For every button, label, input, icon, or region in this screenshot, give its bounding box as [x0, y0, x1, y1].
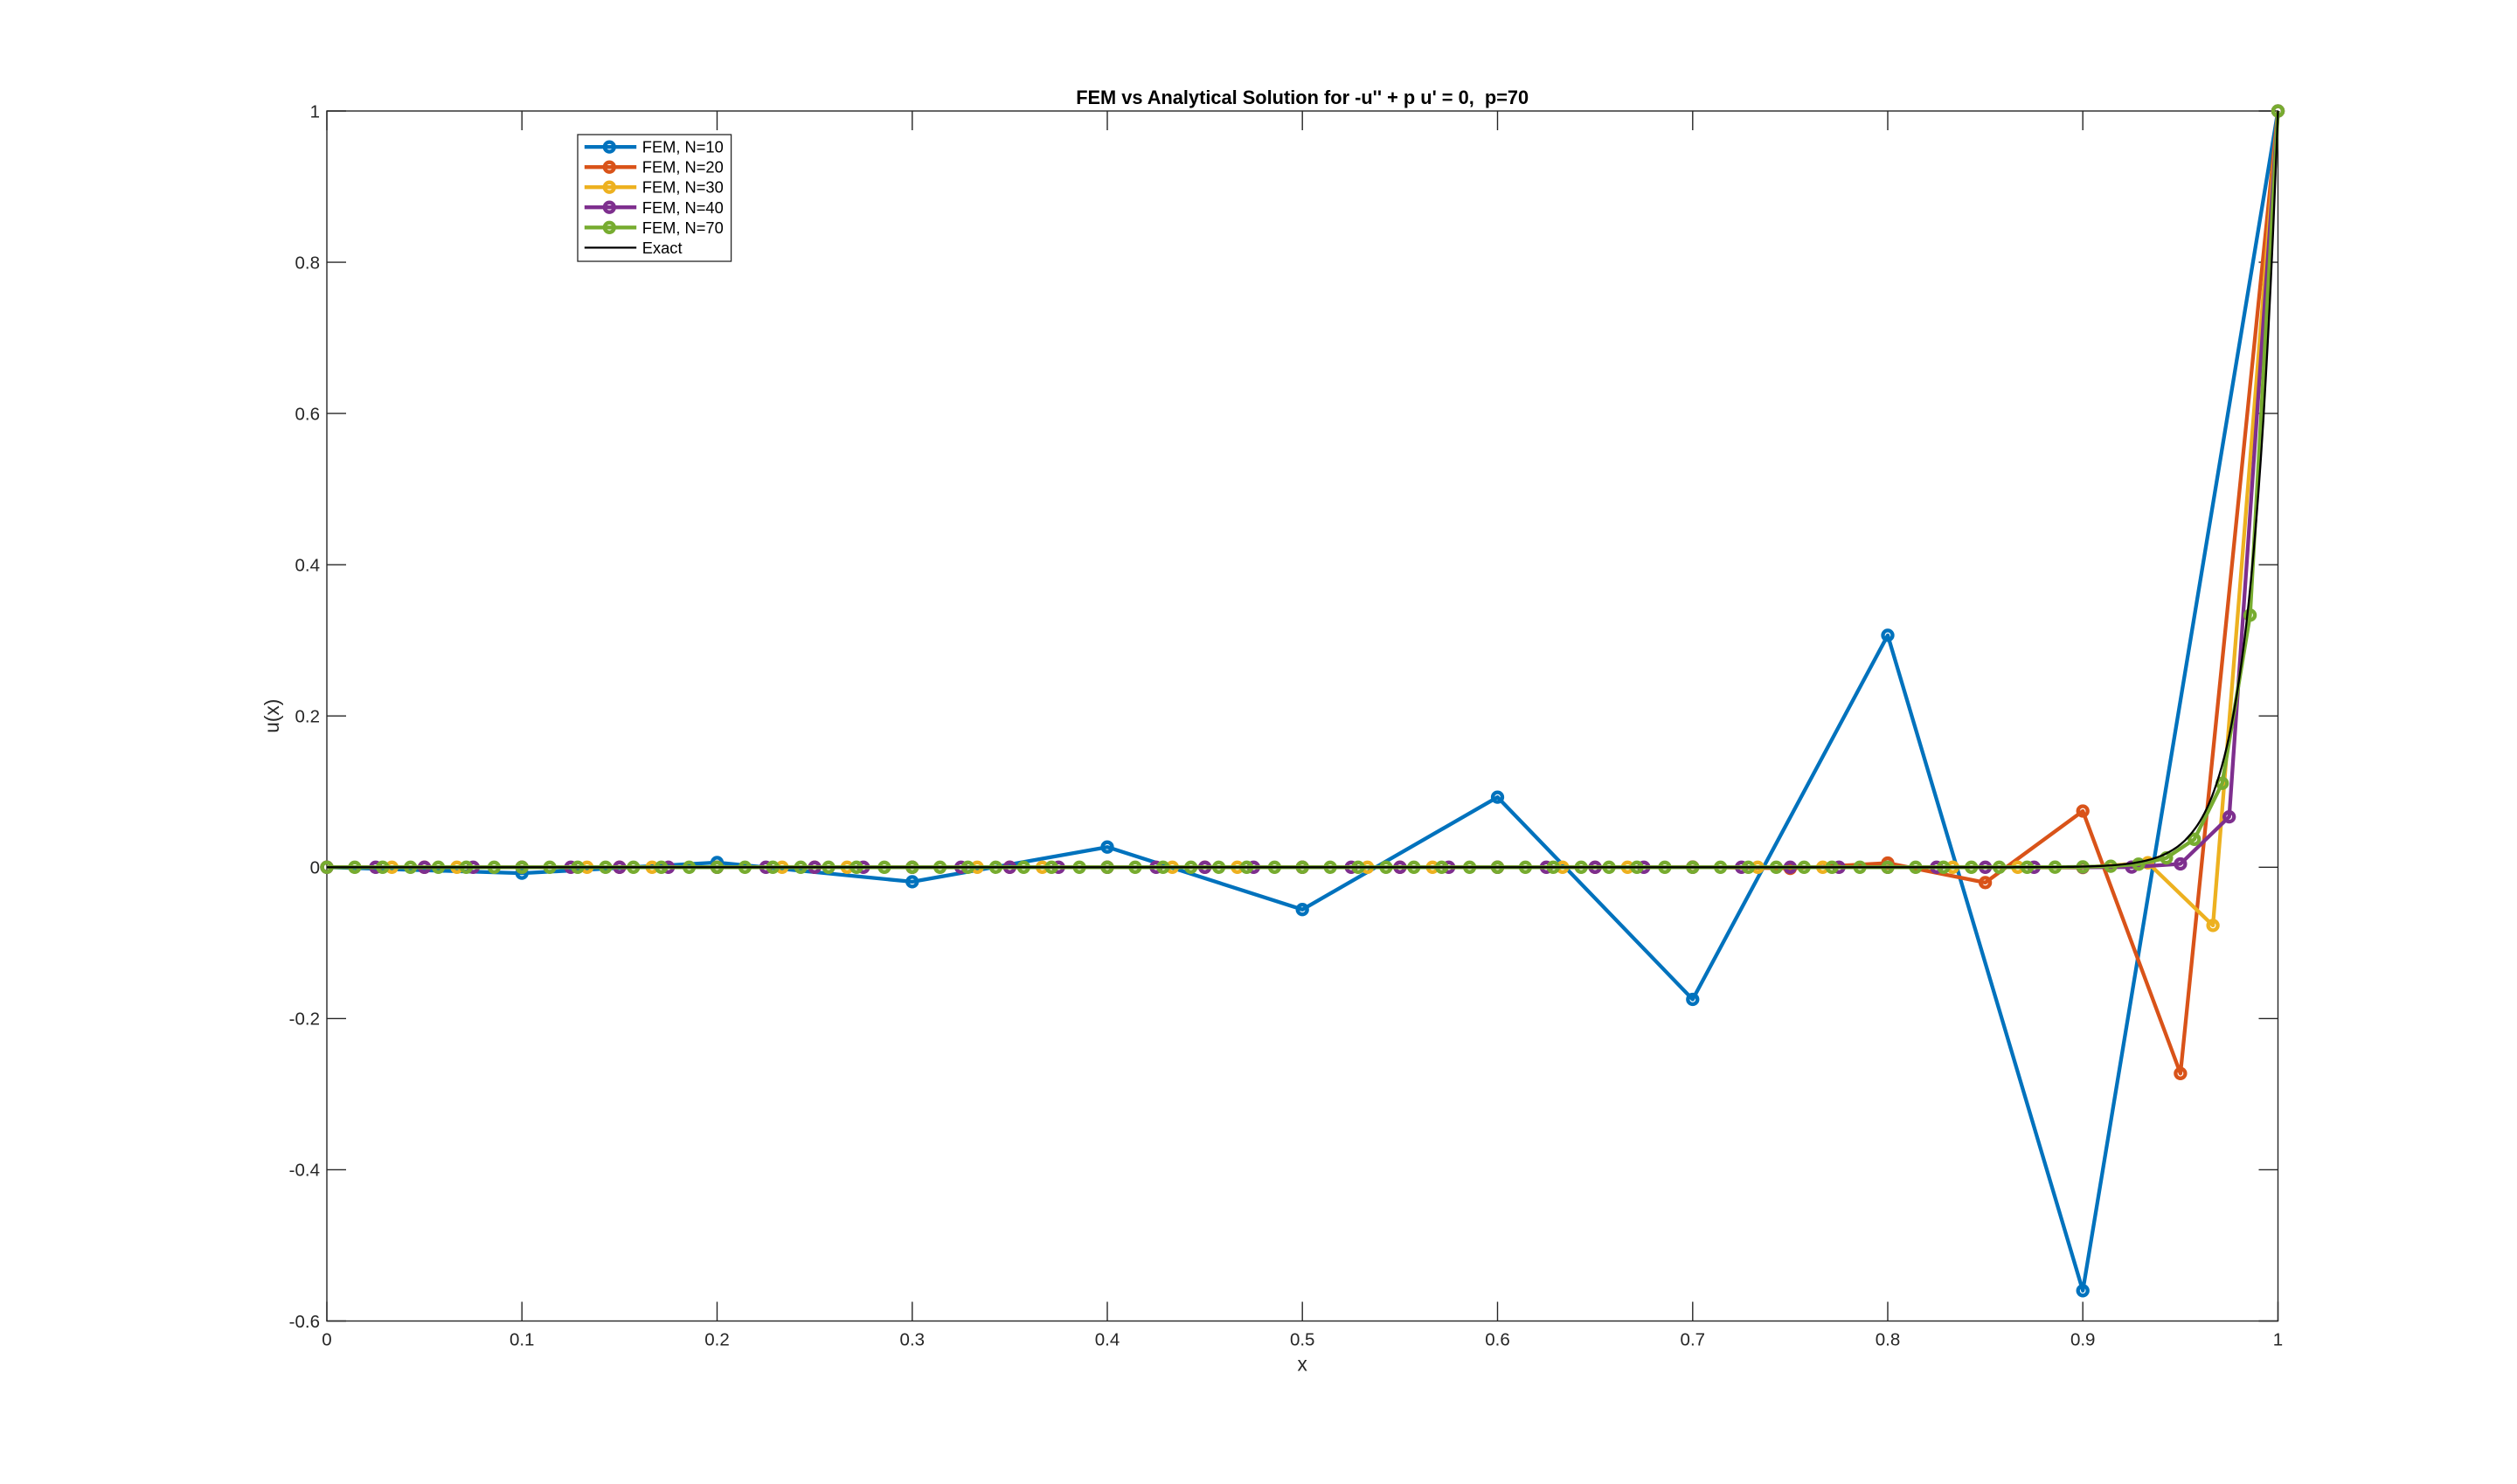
- svg-text:Exact: Exact: [642, 239, 683, 257]
- svg-text:x: x: [1298, 1353, 1308, 1376]
- svg-text:FEM, N=40: FEM, N=40: [642, 198, 724, 217]
- svg-text:0.4: 0.4: [295, 556, 321, 576]
- svg-text:1: 1: [310, 101, 320, 121]
- svg-text:1: 1: [2273, 1329, 2283, 1349]
- svg-text:0.7: 0.7: [1681, 1329, 1706, 1349]
- svg-text:0.4: 0.4: [1095, 1329, 1120, 1349]
- svg-text:-0.2: -0.2: [289, 1009, 320, 1030]
- svg-text:0: 0: [322, 1329, 331, 1349]
- svg-text:0.8: 0.8: [1876, 1329, 1901, 1349]
- svg-text:0.6: 0.6: [295, 404, 321, 424]
- svg-text:FEM, N=70: FEM, N=70: [642, 218, 724, 237]
- svg-text:0.6: 0.6: [1485, 1329, 1510, 1349]
- svg-text:0.1: 0.1: [510, 1329, 535, 1349]
- svg-text:0: 0: [310, 858, 320, 878]
- svg-text:FEM, N=30: FEM, N=30: [642, 178, 724, 197]
- svg-text:FEM vs Analytical Solution for: FEM vs Analytical Solution for -u'' + p …: [1076, 87, 1529, 108]
- svg-text:FEM, N=10: FEM, N=10: [642, 138, 724, 156]
- svg-text:0.5: 0.5: [1290, 1329, 1315, 1349]
- svg-text:u(x): u(x): [260, 699, 283, 733]
- svg-text:0.3: 0.3: [900, 1329, 926, 1349]
- svg-text:0.2: 0.2: [295, 707, 321, 727]
- svg-text:0.8: 0.8: [295, 253, 321, 273]
- svg-text:0.2: 0.2: [704, 1329, 730, 1349]
- svg-text:-0.6: -0.6: [289, 1312, 320, 1332]
- svg-text:0.9: 0.9: [2070, 1329, 2096, 1349]
- svg-text:FEM, N=20: FEM, N=20: [642, 158, 724, 177]
- svg-text:-0.4: -0.4: [289, 1161, 320, 1181]
